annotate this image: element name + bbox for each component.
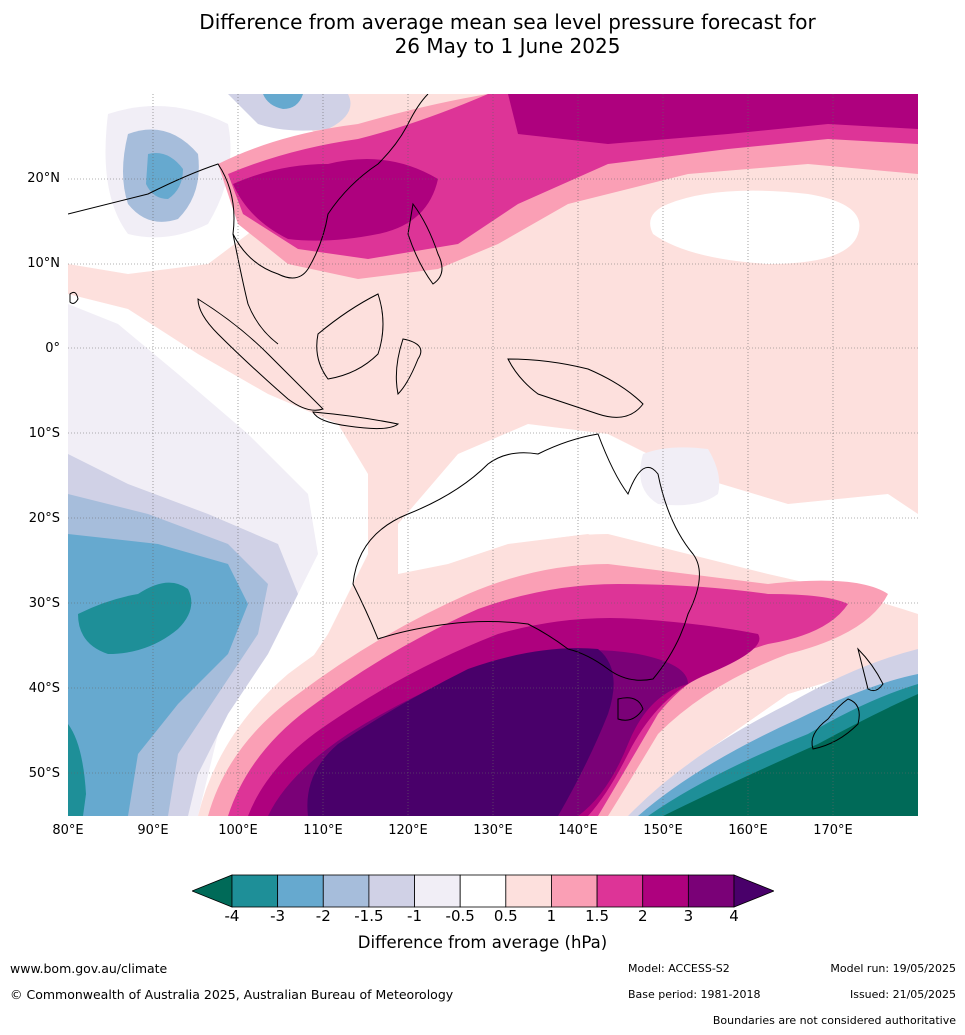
lon-label: 90°E — [137, 823, 169, 838]
colorbar-bin — [277, 874, 324, 908]
colorbar-bin — [551, 874, 598, 908]
negative-core-4 — [78, 582, 192, 654]
colorbar — [192, 874, 774, 908]
lon-label: 110°E — [303, 823, 343, 838]
colorbar-tick-label: -1.5 — [354, 907, 384, 925]
positive-south-core — [307, 648, 614, 816]
model-run-text: Model run: 19/05/2025 — [830, 962, 956, 975]
asia-coastline — [68, 94, 429, 279]
negative-south-east-core — [663, 694, 918, 816]
negative-north-top — [228, 94, 351, 131]
lon-label: 80°E — [52, 823, 84, 838]
colorbar-label: Difference from average (hPa) — [357, 933, 608, 952]
sumatra-coastline — [197, 298, 324, 411]
colorbar-bin — [322, 874, 370, 908]
map-title: Difference from average mean sea level p… — [0, 10, 965, 58]
colorbar-tick-label: -0.5 — [445, 907, 475, 925]
pressure-anomaly-map — [68, 94, 918, 816]
lat-label: 50°S — [28, 766, 60, 781]
colorbar-bin — [231, 874, 279, 908]
sulawesi-coastline — [395, 338, 422, 396]
title-line-2: 26 May to 1 June 2025 — [394, 34, 621, 58]
colorbar-bin — [596, 874, 644, 908]
negative-north-core — [146, 153, 183, 199]
negative-core-south — [68, 724, 86, 816]
lat-label: 0° — [45, 341, 60, 356]
new-guinea-coastline — [507, 358, 644, 418]
lon-label: 100°E — [218, 823, 258, 838]
neutral-region-coral-sea — [640, 447, 720, 506]
java-coastline — [312, 411, 400, 430]
colorbar-extend-max — [733, 874, 774, 908]
lon-label: 130°E — [473, 823, 513, 838]
borneo-coastline — [316, 293, 384, 380]
colorbar-tick-label: -4 — [224, 907, 240, 925]
colorbar-tick-label: 1.5 — [585, 907, 609, 925]
australia-coastline — [352, 433, 700, 681]
colorbar-tick-label: 3 — [683, 907, 694, 925]
copyright-text: © Commonwealth of Australia 2025, Austra… — [10, 987, 454, 1002]
neutral-region-pacific-blob — [650, 190, 860, 264]
lon-label: 140°E — [558, 823, 598, 838]
tasmania-coastline — [617, 697, 644, 721]
colorbar-bin — [459, 874, 507, 908]
disclaimer-text: Boundaries are not considered authoritat… — [712, 1014, 956, 1027]
new-zealand-south-coastline — [811, 698, 860, 750]
lat-label: 20°S — [28, 511, 60, 526]
colorbar-tick-label: -1 — [407, 907, 423, 925]
colorbar-bin — [414, 874, 461, 908]
coastlines — [68, 94, 884, 750]
lon-label: 120°E — [388, 823, 428, 838]
positive-north-3 — [233, 159, 438, 241]
colorbar-extend-min — [192, 874, 233, 908]
issued-text: Issued: 21/05/2025 — [849, 988, 956, 1001]
lat-label: 10°S — [28, 426, 60, 441]
colorbar-tick-label: 4 — [729, 907, 739, 925]
colorbar-tick-label: -2 — [315, 907, 331, 925]
lat-label: 40°S — [28, 681, 60, 696]
new-zealand-north-coastline — [857, 647, 884, 692]
colorbar-tick-label: -3 — [270, 907, 286, 925]
philippines-coastline — [407, 202, 443, 285]
lon-label: 150°E — [643, 823, 683, 838]
lon-label: 170°E — [813, 823, 853, 838]
colorbar-bin — [368, 874, 415, 908]
negative-north-top-core — [263, 94, 303, 109]
colorbar-tick-label: 1 — [546, 907, 557, 925]
graticule — [68, 94, 918, 816]
positive-north-3-east — [508, 94, 918, 144]
lat-label: 20°N — [27, 171, 60, 186]
colorbar-bin — [642, 874, 689, 908]
colorbar-bin — [687, 874, 735, 908]
colorbar-tick-label: 0.5 — [493, 907, 518, 925]
model-text: Model: ACCESS-S2 — [628, 962, 730, 975]
lon-label: 160°E — [728, 823, 768, 838]
website-link[interactable]: www.bom.gov.au/climate — [10, 961, 168, 976]
title-line-1: Difference from average mean sea level p… — [199, 10, 816, 34]
colorbar-tick-label: 2 — [637, 907, 648, 925]
lat-label: 10°N — [27, 256, 60, 271]
colorbar-bin — [505, 874, 552, 908]
base-period-text: Base period: 1981-2018 — [628, 988, 761, 1001]
sri-lanka-coastline — [69, 291, 79, 304]
lat-label: 30°S — [28, 596, 60, 611]
